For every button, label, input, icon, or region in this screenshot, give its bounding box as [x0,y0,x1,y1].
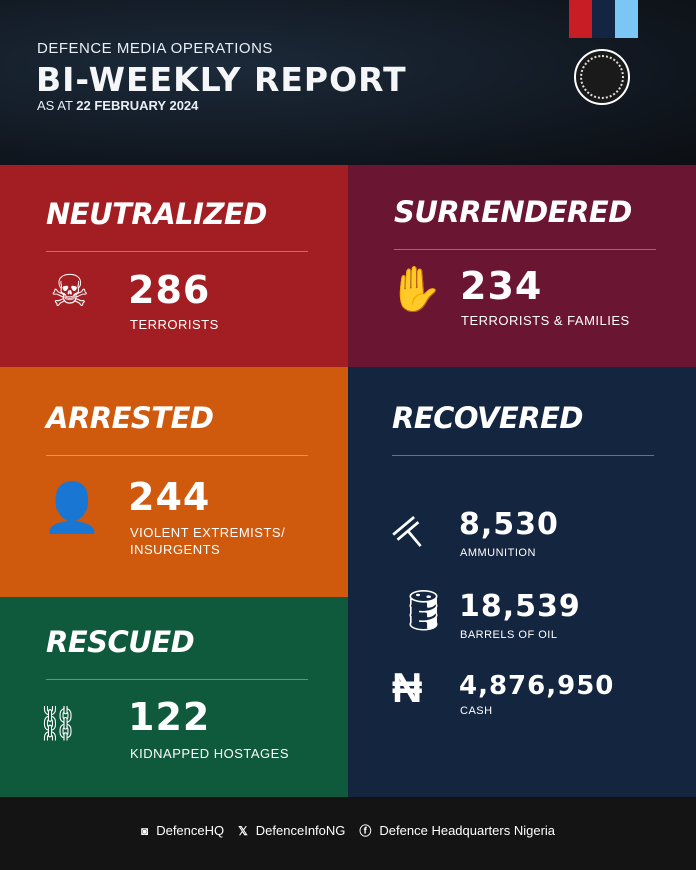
rescued-panel: RESCUED ⛓ 122 KIDNAPPED HOSTAGES [0,597,348,797]
oil-value: 18,539 [459,589,581,624]
rescued-label: KIDNAPPED HOSTAGES [130,746,290,761]
rifle-icon: ╤ [381,503,430,553]
cash-value: 4,876,950 [459,671,615,701]
flag-stripes [569,0,638,38]
oil-barrel-icon: 🛢 [398,589,449,633]
surrendered-heading: SURRENDERED [394,195,632,229]
x-handle[interactable]: DefenceInfoNG [255,823,346,838]
rescued-value: 122 [128,695,211,739]
surrendered-value: 234 [460,264,543,308]
skull-icon: ☠ [50,267,90,316]
rescued-heading: RESCUED [46,625,195,659]
header: DEFENCE MEDIA OPERATIONS BI-WEEKLY REPOR… [0,0,696,165]
naira-icon: ₦ [392,664,423,711]
surrender-flag-hand-icon: ✋ [388,265,443,314]
facebook-icon: ⓕ [359,824,372,838]
instagram-handle[interactable]: DefenceHQ [156,823,225,838]
masked-insurgent-icon: 👤 [42,482,102,535]
facebook-handle[interactable]: Defence Headquarters Nigeria [379,823,556,838]
oil-label: BARRELS OF OIL [460,629,558,641]
neutralized-panel: NEUTRALIZED ☠ 286 TERRORISTS [0,165,348,367]
neutralized-heading: NEUTRALIZED [46,197,267,231]
surrendered-panel: SURRENDERED ✋ 234 TERRORISTS & FAMILIES [348,165,696,367]
recovered-heading: RECOVERED [392,401,584,435]
arrested-label: VIOLENT EXTREMISTS/INSURGENTS [130,525,286,557]
cash-label: CASH [460,705,493,717]
neutralized-value: 286 [128,268,211,312]
ammunition-label: AMMUNITION [460,547,536,559]
arrested-value: 244 [128,475,211,519]
arrested-panel: ARRESTED 👤 244 VIOLENT EXTREMISTS/INSURG… [0,367,348,597]
surrendered-label: TERRORISTS & FAMILIES [461,313,630,328]
instagram-icon: ◙ [140,823,149,838]
report-date: AS AT 22 FEBRUARY 2024 [37,98,199,113]
defence-hq-seal-logo [574,49,630,105]
broken-chain-icon: ⛓ [36,705,80,743]
ammunition-value: 8,530 [459,507,559,542]
page-title: BI-WEEKLY REPORT [36,60,407,99]
footer: ◙ DefenceHQ 𝕏 DefenceInfoNG ⓕ Defence He… [0,797,696,870]
x-icon: 𝕏 [238,823,248,838]
recovered-panel: RECOVERED ╤ 8,530 AMMUNITION 🛢 18,539 BA… [348,367,696,797]
arrested-heading: ARRESTED [46,401,214,435]
neutralized-label: TERRORISTS [130,317,219,332]
subtitle: DEFENCE MEDIA OPERATIONS [37,40,273,57]
